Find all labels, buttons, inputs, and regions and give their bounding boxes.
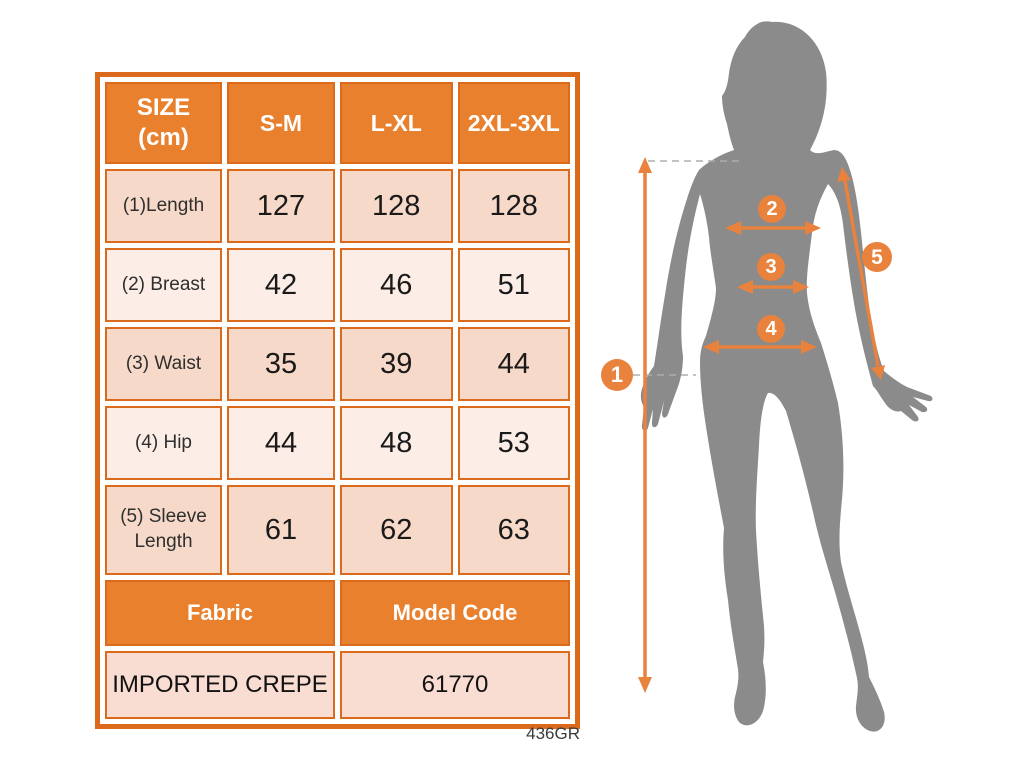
model-code-header: Model Code [340, 580, 570, 646]
size-unit-header: SIZE (cm) [105, 82, 222, 164]
row-label: (2) Breast [105, 248, 222, 322]
size-chart-table: SIZE (cm) S-M L-XL 2XL-3XL (1)Length 127… [95, 72, 580, 729]
table-row-sleeve-length: (5) Sleeve Length 61 62 63 [105, 485, 570, 575]
measure-marker-4: 4 [757, 315, 785, 343]
col-header-sm: S-M [227, 82, 335, 164]
measure-marker-1: 1 [601, 359, 633, 391]
measure-marker-5: 5 [862, 242, 892, 272]
cell-value: 51 [457, 248, 570, 322]
cell-value: 128 [340, 169, 453, 243]
cell-value: 127 [227, 169, 335, 243]
col-header-2xl3xl: 2XL-3XL [457, 82, 570, 164]
header-row: SIZE (cm) S-M L-XL 2XL-3XL [105, 82, 570, 164]
cell-value: 39 [340, 327, 453, 401]
fabric-header: Fabric [105, 580, 335, 646]
cell-value: 63 [457, 485, 570, 575]
fabric-value: IMPORTED CREPE [105, 651, 335, 719]
footer-header-row: Fabric Model Code [105, 580, 570, 646]
waist-measure-arrow [737, 280, 809, 294]
col-header-lxl: L-XL [340, 82, 453, 164]
cell-value: 46 [340, 248, 453, 322]
cell-value: 48 [340, 406, 453, 480]
footer-value-row: IMPORTED CREPE 61770 [105, 651, 570, 719]
row-label: (1)Length [105, 169, 222, 243]
cell-value: 44 [457, 327, 570, 401]
length-measure-arrow [638, 157, 652, 693]
row-label: (4) Hip [105, 406, 222, 480]
row-label: (5) Sleeve Length [105, 485, 222, 575]
table-row-hip: (4) Hip 44 48 53 [105, 406, 570, 480]
body-silhouette [640, 21, 933, 732]
cell-value: 61 [227, 485, 335, 575]
hip-measure-arrow [703, 340, 817, 354]
table-row-waist: (3) Waist 35 39 44 [105, 327, 570, 401]
cell-value: 42 [227, 248, 335, 322]
model-code-value: 61770 [340, 651, 570, 719]
cell-value: 35 [227, 327, 335, 401]
breast-measure-arrow [725, 221, 821, 235]
measure-marker-3: 3 [757, 253, 785, 281]
cell-value: 44 [227, 406, 335, 480]
cell-value: 128 [457, 169, 570, 243]
weight-note: 436GR [526, 724, 580, 743]
row-label: (3) Waist [105, 327, 222, 401]
sleeve-measure-arrow [837, 167, 885, 380]
table-row-breast: (2) Breast 42 46 51 [105, 248, 570, 322]
measure-marker-2: 2 [758, 195, 786, 223]
cell-value: 53 [457, 406, 570, 480]
table-row-length: (1)Length 127 128 128 [105, 169, 570, 243]
cell-value: 62 [340, 485, 453, 575]
